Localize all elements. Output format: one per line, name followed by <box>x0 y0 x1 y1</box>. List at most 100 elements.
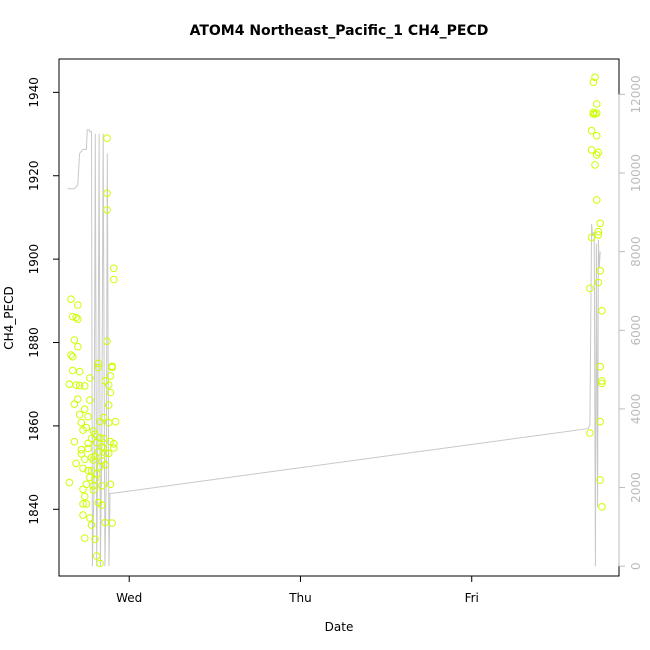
data-point-wed-93 <box>79 426 87 434</box>
data-point-wed-87 <box>111 417 120 426</box>
data-point-wed-90 <box>94 498 103 507</box>
data-point-wed-5 <box>68 352 77 361</box>
data-point-wed-95 <box>89 427 98 435</box>
plot-area <box>58 58 620 577</box>
data-point-wed-33 <box>82 480 91 489</box>
data-point-fri-12 <box>592 100 601 108</box>
y2-tick-label-3: 6000 <box>629 315 643 346</box>
data-point-fri-16 <box>594 148 603 157</box>
data-point-wed-85 <box>110 440 118 448</box>
data-point-wed-24 <box>79 485 87 494</box>
data-point-wed-30 <box>80 382 89 390</box>
y-tick-label-2: 1880 <box>27 327 41 358</box>
data-point-wed-56 <box>96 434 104 442</box>
data-point-wed-16 <box>74 395 82 404</box>
y2-tick-label-0: 0 <box>629 562 643 570</box>
data-point-wed-10 <box>72 381 80 389</box>
data-point-wed-69 <box>103 189 111 198</box>
data-point-wed-63 <box>99 434 108 443</box>
data-point-wed-9 <box>70 336 79 344</box>
data-point-wed-38 <box>86 514 94 522</box>
data-point-wed-28 <box>80 405 89 414</box>
data-point-wed-23 <box>79 500 87 508</box>
data-point-wed-36 <box>84 439 92 448</box>
data-point-wed-61 <box>98 443 106 451</box>
data-point-wed-19 <box>75 410 84 419</box>
y-axis-label: CH4_PECD <box>2 286 16 349</box>
data-point-wed-68 <box>101 377 109 385</box>
y2-axis: 0 2000 4000 6000 8000 10000 12000 <box>618 75 643 570</box>
y-tick-label-5: 1940 <box>27 77 41 108</box>
data-point-wed-70 <box>103 206 111 214</box>
data-point-fri-3 <box>587 146 596 154</box>
data-point-wed-89 <box>87 453 96 462</box>
data-point-wed-53 <box>94 363 103 372</box>
data-point-fri-23 <box>598 307 606 315</box>
data-point-wed-25 <box>79 464 87 473</box>
data-point-wed-35 <box>84 412 92 421</box>
data-point-fri-10 <box>592 131 601 140</box>
data-point-fri-9 <box>591 161 599 169</box>
data-point-wed-73 <box>104 381 113 389</box>
data-point-wed-94 <box>86 396 94 404</box>
data-point-wed-3 <box>67 295 75 304</box>
data-point-wed-7 <box>70 437 79 446</box>
data-point-wed-71 <box>103 134 111 142</box>
data-point-fri-22 <box>596 476 605 484</box>
y2-tick-label-1: 2000 <box>629 472 643 503</box>
y-tick-label-1: 1860 <box>27 411 41 442</box>
data-point-fri-0 <box>586 284 594 293</box>
data-point-fri-19 <box>596 219 605 228</box>
data-point-fri-17 <box>594 278 603 287</box>
data-point-wed-82 <box>108 519 116 527</box>
data-point-wed-18 <box>75 381 84 390</box>
data-point-wed-72 <box>103 337 111 346</box>
data-point-wed-55 <box>96 559 104 568</box>
x-axis-label: Date <box>325 620 354 634</box>
points-series <box>65 73 606 568</box>
data-point-wed-31 <box>82 500 91 508</box>
data-point-wed-45 <box>89 482 98 490</box>
data-point-wed-6 <box>68 366 77 375</box>
data-point-wed-1 <box>65 380 74 389</box>
data-point-wed-79 <box>106 372 115 380</box>
data-point-wed-62 <box>99 444 108 452</box>
y-tick-label-4: 1920 <box>27 160 41 191</box>
data-point-fri-15 <box>594 227 603 236</box>
data-point-wed-34 <box>84 444 92 453</box>
data-point-wed-44 <box>89 486 98 494</box>
data-point-wed-81 <box>108 363 116 372</box>
data-point-wed-27 <box>80 534 89 542</box>
data-point-fri-13 <box>592 196 601 204</box>
x-tick-label-1: Thu <box>288 591 312 605</box>
y2-tick-label-6: 12000 <box>629 75 643 113</box>
data-point-wed-0 <box>65 478 74 487</box>
data-point-wed-64 <box>99 413 108 422</box>
data-point-fri-18 <box>596 267 605 275</box>
data-point-wed-13 <box>74 301 82 309</box>
series-line <box>67 129 601 567</box>
line-series <box>67 129 601 567</box>
data-point-wed-2 <box>67 351 75 359</box>
data-point-wed-86 <box>110 444 118 452</box>
data-point-wed-22 <box>77 418 86 427</box>
data-point-fri-21 <box>596 417 605 426</box>
x-axis: Wed Thu Fri <box>116 576 479 605</box>
data-point-fri-28 <box>589 110 598 118</box>
data-point-fri-24 <box>598 503 606 511</box>
data-point-wed-96 <box>98 482 106 490</box>
data-point-wed-14 <box>74 315 82 324</box>
data-point-wed-97 <box>104 449 113 458</box>
data-point-wed-50 <box>92 552 101 560</box>
data-point-wed-37 <box>86 473 94 482</box>
data-point-wed-39 <box>86 374 94 382</box>
data-point-wed-66 <box>101 449 109 457</box>
data-point-wed-91 <box>84 466 92 475</box>
data-point-fri-2 <box>587 233 596 242</box>
data-point-wed-77 <box>106 480 115 489</box>
data-point-wed-54 <box>94 359 103 368</box>
data-point-wed-49 <box>92 470 101 478</box>
y2-tick-label-4: 8000 <box>629 236 643 267</box>
data-point-wed-8 <box>70 400 79 409</box>
data-point-wed-75 <box>104 401 113 409</box>
